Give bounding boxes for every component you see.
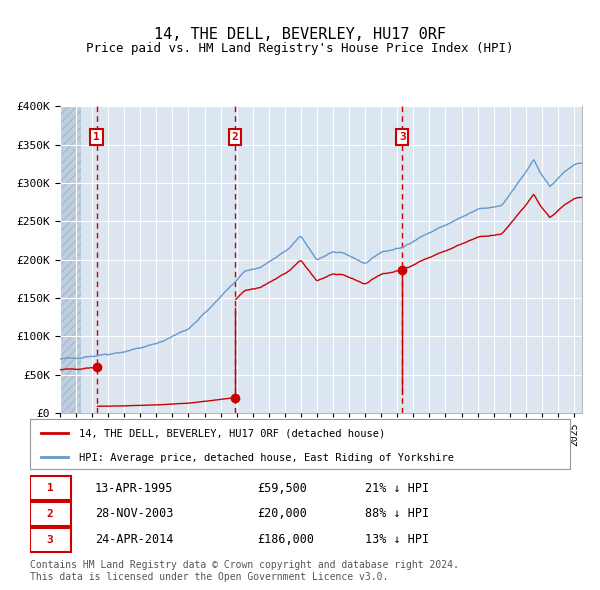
Text: 28-NOV-2003: 28-NOV-2003 [95, 507, 173, 520]
Text: 14, THE DELL, BEVERLEY, HU17 0RF (detached house): 14, THE DELL, BEVERLEY, HU17 0RF (detach… [79, 429, 385, 439]
FancyBboxPatch shape [30, 527, 71, 552]
Text: 24-APR-2014: 24-APR-2014 [95, 533, 173, 546]
Text: 1: 1 [47, 483, 53, 493]
Text: 2: 2 [47, 509, 53, 519]
Bar [60, 106, 81, 413]
Text: 14, THE DELL, BEVERLEY, HU17 0RF: 14, THE DELL, BEVERLEY, HU17 0RF [154, 27, 446, 41]
Text: £186,000: £186,000 [257, 533, 314, 546]
Text: 2: 2 [232, 132, 239, 142]
Text: 3: 3 [399, 132, 406, 142]
FancyBboxPatch shape [30, 502, 71, 526]
Text: 3: 3 [47, 535, 53, 545]
Text: 88% ↓ HPI: 88% ↓ HPI [365, 507, 429, 520]
Text: 13% ↓ HPI: 13% ↓ HPI [365, 533, 429, 546]
Text: £59,500: £59,500 [257, 482, 307, 495]
Text: 13-APR-1995: 13-APR-1995 [95, 482, 173, 495]
FancyBboxPatch shape [30, 476, 71, 500]
Text: Contains HM Land Registry data © Crown copyright and database right 2024.
This d: Contains HM Land Registry data © Crown c… [30, 560, 459, 582]
Text: 1: 1 [93, 132, 100, 142]
Text: 21% ↓ HPI: 21% ↓ HPI [365, 482, 429, 495]
Text: Price paid vs. HM Land Registry's House Price Index (HPI): Price paid vs. HM Land Registry's House … [86, 42, 514, 55]
Text: £20,000: £20,000 [257, 507, 307, 520]
Text: HPI: Average price, detached house, East Riding of Yorkshire: HPI: Average price, detached house, East… [79, 453, 454, 463]
